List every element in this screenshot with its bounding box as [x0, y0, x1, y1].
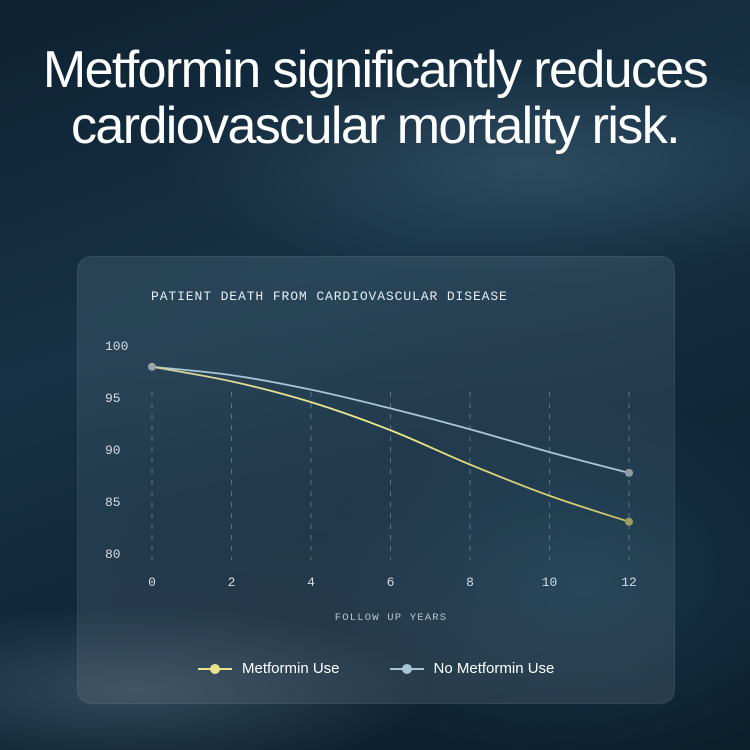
- x-tick-label: 12: [621, 575, 637, 590]
- metformin-end-point: [625, 517, 633, 526]
- x-tick-label: 4: [307, 575, 315, 590]
- legend-label-no-metformin: No Metformin Use: [433, 660, 555, 677]
- legend: Metformin Use No Metformin Use: [198, 660, 554, 677]
- x-tick-label: 0: [148, 575, 156, 590]
- no-metformin-legend-swatch: [389, 663, 424, 674]
- y-tick-label: 80: [105, 547, 121, 562]
- legend-item-no-metformin: No Metformin Use: [389, 660, 555, 677]
- chart-card: PATIENT DEATH FROM CARDIOVASCULAR DISEAS…: [77, 256, 675, 704]
- x-tick-label: 8: [466, 575, 474, 590]
- x-axis-label: FOLLOW UP YEARS: [335, 612, 448, 624]
- x-tick-label: 10: [542, 575, 558, 590]
- x-tick-label: 2: [228, 575, 236, 590]
- legend-item-metformin: Metformin Use: [198, 660, 340, 677]
- no-metformin-use-line: [151, 365, 630, 474]
- headline: Metformin significantly reduces cardiova…: [42, 41, 709, 155]
- chart-title: PATIENT DEATH FROM CARDIOVASCULAR DISEAS…: [151, 289, 508, 304]
- metformin-legend-swatch: [198, 663, 232, 674]
- x-tick-label: 6: [387, 575, 395, 590]
- y-tick-label: 85: [105, 495, 121, 510]
- y-tick-label: 95: [105, 391, 121, 406]
- metformin-use-line: [151, 365, 630, 523]
- y-tick-label: 100: [105, 339, 128, 354]
- series-start-point: [148, 362, 156, 371]
- legend-label-metformin: Metformin Use: [242, 660, 340, 677]
- no-metformin-end-point: [625, 468, 633, 477]
- line-chart: PATIENT DEATH FROM CARDIOVASCULAR DISEAS…: [105, 289, 637, 624]
- y-tick-label: 90: [105, 443, 121, 458]
